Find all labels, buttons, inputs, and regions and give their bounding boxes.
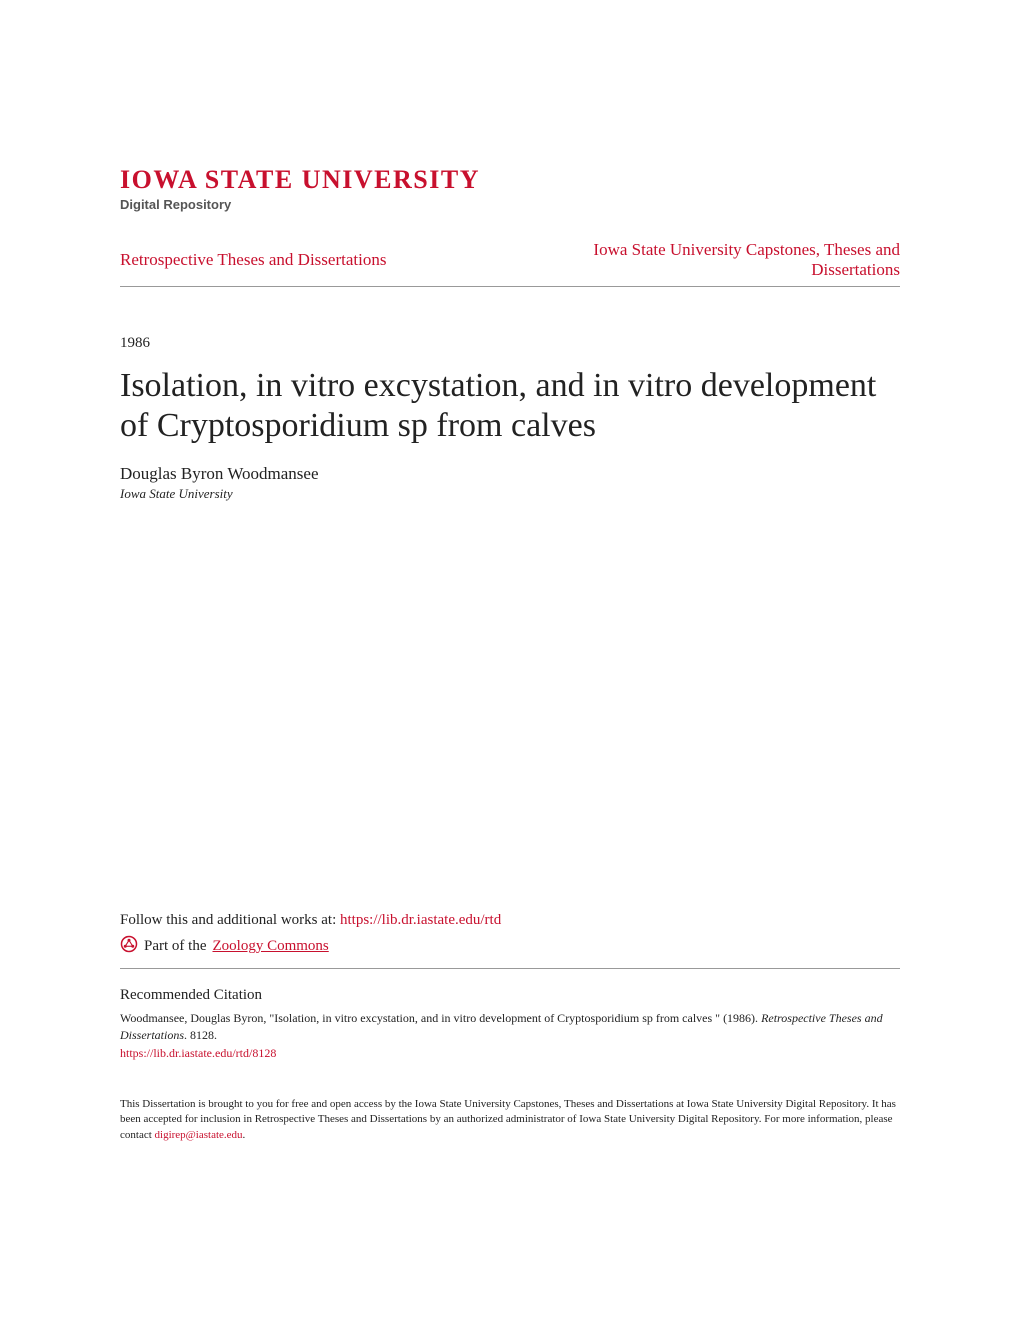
author-affiliation: Iowa State University: [120, 486, 900, 502]
follow-prefix: Follow this and additional works at:: [120, 912, 340, 928]
network-icon: [120, 935, 138, 958]
repository-label: Digital Repository: [120, 197, 900, 212]
follow-url-link[interactable]: https://lib.dr.iastate.edu/rtd: [340, 912, 501, 928]
author-name: Douglas Byron Woodmansee: [120, 464, 900, 484]
part-of-prefix: Part of the: [144, 938, 206, 955]
citation-heading: Recommended Citation: [120, 987, 900, 1004]
university-name: Iowa State University: [120, 165, 900, 195]
citation-link[interactable]: https://lib.dr.iastate.edu/rtd/8128: [120, 1046, 900, 1061]
collection-link-left[interactable]: Retrospective Theses and Dissertations: [120, 250, 386, 270]
contact-email-link[interactable]: digirep@iastate.edu: [155, 1129, 243, 1141]
document-title: Isolation, in vitro excystation, and in …: [120, 366, 900, 446]
collection-link-right[interactable]: Iowa State University Capstones, Theses …: [560, 240, 900, 280]
access-statement: This Dissertation is brought to you for …: [120, 1097, 900, 1143]
footer-text-after: .: [243, 1129, 246, 1141]
citation-text-after: . 8128.: [184, 1028, 217, 1042]
commons-link[interactable]: Zoology Commons: [212, 938, 328, 955]
vertical-spacer: [120, 502, 900, 912]
citation-body: Woodmansee, Douglas Byron, "Isolation, i…: [120, 1010, 900, 1044]
breadcrumb-nav: Retrospective Theses and Dissertations I…: [120, 240, 900, 287]
publication-year: 1986: [120, 335, 900, 352]
institution-logo-block: Iowa State University Digital Repository: [120, 165, 900, 212]
citation-text-before: Woodmansee, Douglas Byron, "Isolation, i…: [120, 1011, 761, 1025]
part-of-commons-line: Part of the Zoology Commons: [120, 935, 900, 969]
follow-works-line: Follow this and additional works at: htt…: [120, 912, 900, 929]
